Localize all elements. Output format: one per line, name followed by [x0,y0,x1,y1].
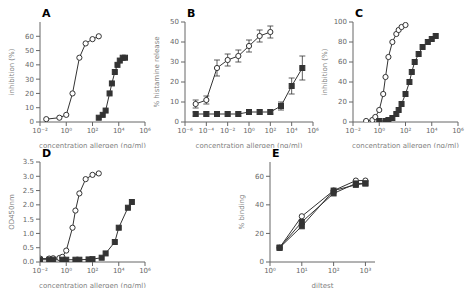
svg-text:inhibition (%): inhibition (%) [321,48,329,95]
svg-text:10⁰: 10⁰ [243,127,255,135]
svg-text:20: 20 [25,90,34,98]
svg-text:concentration allergen (ng/ml): concentration allergen (ng/ml) [196,142,303,148]
html-text:D: D [42,147,52,160]
svg-text:10⁰: 10⁰ [60,267,72,275]
svg-text:10⁰: 10⁰ [60,127,72,135]
svg-text:concentration allergen (ng/ml): concentration allergen (ng/ml) [352,142,459,148]
svg-text:40: 40 [338,78,347,86]
html-text:E: E [272,147,280,160]
svg-text:40: 40 [25,61,34,69]
svg-text:60: 60 [338,58,347,66]
svg-text:50: 50 [170,18,179,26]
svg-text:20: 20 [170,78,179,86]
svg-text:3.0: 3.0 [23,173,34,181]
svg-text:10²: 10² [400,127,412,135]
svg-text:10⁴: 10⁴ [286,127,298,135]
svg-text:10⁴: 10⁴ [113,267,125,275]
svg-text:40: 40 [170,38,179,46]
svg-text:0: 0 [260,258,264,266]
svg-text:10⁶: 10⁶ [139,267,151,275]
svg-text:80: 80 [338,38,347,46]
svg-text:3.5: 3.5 [23,158,34,166]
svg-text:% histamine release: % histamine release [153,36,161,107]
svg-text:60: 60 [255,173,264,181]
html-text:B: B [187,7,196,20]
svg-text:10⁻²: 10⁻² [32,267,48,275]
html-text:C: C [355,7,364,20]
svg-text:10: 10 [25,104,34,112]
svg-text:20: 20 [255,230,264,238]
svg-text:10⁻²: 10⁻² [345,127,361,135]
svg-text:% binding: % binding [238,195,246,230]
svg-text:10⁴: 10⁴ [113,127,125,135]
svg-text:concentration allergen (ng/ml): concentration allergen (ng/ml) [39,142,146,148]
svg-text:OD450nm: OD450nm [8,194,16,230]
svg-text:2.5: 2.5 [23,187,34,195]
svg-text:10⁻²: 10⁻² [32,127,48,135]
svg-text:10²: 10² [328,267,340,275]
svg-text:10⁰: 10⁰ [373,127,385,135]
svg-text:10²: 10² [87,267,99,275]
svg-text:10¹: 10¹ [296,267,308,275]
svg-text:100: 100 [334,18,347,26]
svg-text:0.0: 0.0 [23,258,34,266]
svg-text:concentration allergen (ng/ml): concentration allergen (ng/ml) [39,282,146,288]
svg-text:2.0: 2.0 [23,201,34,209]
svg-text:40: 40 [255,201,264,209]
svg-text:0: 0 [343,118,347,126]
svg-text:10⁶: 10⁶ [452,127,464,135]
svg-text:30: 30 [170,58,179,66]
svg-text:10⁴: 10⁴ [426,127,438,135]
svg-text:1.0: 1.0 [23,230,34,238]
svg-text:30: 30 [25,76,34,84]
html-text:A: A [42,7,51,20]
svg-text:50: 50 [25,47,34,55]
svg-text:10⁶: 10⁶ [307,127,319,135]
svg-text:10⁰: 10⁰ [264,267,276,275]
svg-text:0: 0 [175,118,179,126]
svg-text:60: 60 [25,33,34,41]
svg-text:inhibition (%): inhibition (%) [8,48,16,95]
svg-text:10⁻²: 10⁻² [220,127,236,135]
svg-text:10⁶: 10⁶ [139,127,151,135]
svg-text:10⁻⁶: 10⁻⁶ [177,127,193,135]
svg-text:10: 10 [170,98,179,106]
svg-text:10²: 10² [87,127,99,135]
svg-text:diltest: diltest [312,282,334,288]
svg-text:10³: 10³ [360,267,372,275]
svg-text:0: 0 [30,118,34,126]
svg-text:0.5: 0.5 [23,244,34,252]
svg-text:10⁻⁴: 10⁻⁴ [199,127,215,135]
svg-text:10²: 10² [264,127,276,135]
svg-text:1.5: 1.5 [23,216,34,224]
svg-text:20: 20 [338,98,347,106]
